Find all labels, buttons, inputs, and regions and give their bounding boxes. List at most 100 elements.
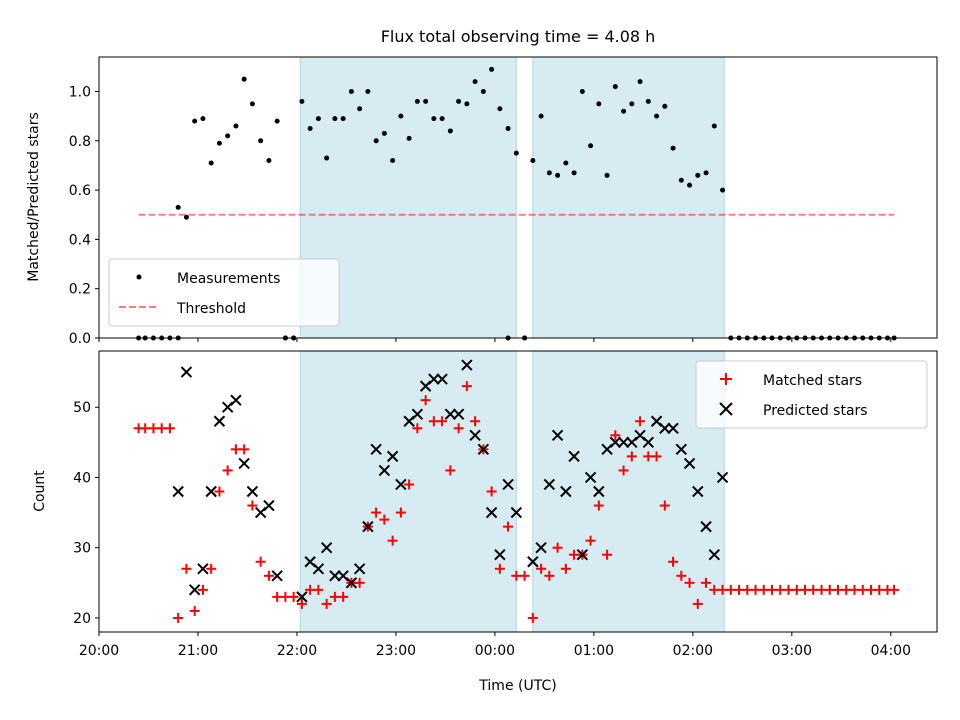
x-tick-label: 21:00 [178,643,218,659]
matched-star-point [263,570,274,581]
predicted-star-point [560,485,572,498]
measurement-point [348,89,354,95]
bottom-plot-frame [98,350,938,633]
x-tick-label: 20:00 [79,643,119,659]
measurement-point [612,84,618,90]
predicted-star-point [444,408,457,420]
measurement-point [579,89,585,95]
matched-star-point [692,598,703,609]
measurement-point [249,101,255,107]
y-tick-label: 20 [73,611,91,627]
measurement-point [423,98,429,104]
bottom-y-label: Count [32,470,48,512]
y-tick-label: 1.0 [69,85,91,101]
measurement-point [208,160,214,166]
shaded-span-2 [532,56,725,339]
chart-title: Flux total observing time = 4.08 h [381,27,656,46]
y-tick-label: 40 [73,470,91,486]
shaded-span-1 [299,350,517,633]
predicted-star-point [708,549,721,561]
matched-star-point [338,591,349,602]
predicted-star-point [716,471,729,484]
predicted-star-point [353,563,366,575]
predicted-star-point [263,499,275,512]
predicted-star-point [576,549,589,561]
x-tick-label: 04:00 [871,643,911,659]
matched-star-point [255,556,266,567]
matched-star-point [626,451,637,462]
measurement-point [299,98,305,104]
predicted-star-point [436,373,448,385]
top-shaded-spans [299,56,725,339]
matched-star-point [181,563,192,574]
top-plot-frame [98,56,938,339]
matched-star-point [189,605,200,616]
y-tick-label: 0.0 [69,331,91,347]
legend-predicted-label: Predicted stars [763,403,868,419]
predicted-star-point [568,450,580,463]
x-tick-label: 23:00 [376,643,416,659]
measurement-point [340,116,346,122]
predicted-star-point [345,577,358,589]
y-tick-label: 0.2 [69,282,91,298]
measurement-point [390,158,396,164]
y-tick-label: 0.4 [69,232,91,248]
predicted-star-point [461,359,473,371]
measurement-point [200,116,206,122]
matched-star-point [387,535,398,546]
y-tick-label: 0.6 [69,183,91,199]
predicted-star-point [180,366,193,378]
measurement-point [505,125,511,131]
predicted-star-point [593,485,605,498]
predicted-star-point [296,591,308,603]
x-tick-label: 01:00 [574,643,614,659]
y-tick-label: 30 [73,541,91,557]
measurement-point [225,133,231,139]
measurement-point [241,76,247,82]
top-y-axis: 0.0 0.2 0.4 0.6 0.8 1.0 [69,85,99,347]
measurement-point [431,116,437,122]
matched-star-point [197,584,208,595]
measurement-point [604,172,610,178]
measurement-point [629,101,635,107]
matched-star-point [313,584,324,595]
legend-matched-label: Matched stars [763,373,862,389]
matched-star-point [560,563,571,574]
measurement-point [596,101,602,107]
measurement-point [711,123,717,129]
measurement-point [563,160,569,166]
predicted-star-point [428,373,440,385]
matched-star-point [602,549,613,560]
matched-star-point [659,500,670,511]
measurement-point [216,140,222,146]
bottom-x-axis: 20:00 21:00 22:00 23:00 00:00 01:00 02:00 03:00… [79,632,911,659]
measurement-points [136,66,897,341]
matched-star-point [503,521,514,532]
predicted-star-point [609,436,622,449]
measurement-point [315,116,321,122]
predicted-star-point [246,485,259,498]
predicted-star-point [469,429,481,442]
predicted-star-point [452,408,465,420]
measurement-point [555,172,561,178]
predicted-star-point [238,457,250,470]
predicted-star-point [172,485,184,498]
measurement-point [258,138,264,144]
measurement-point [414,98,420,104]
measurement-point [480,89,486,95]
predicted-star-point [494,549,506,561]
matched-star-point [164,423,175,434]
y-tick-label: 50 [73,400,91,416]
bottom-panel: 20 30 40 50 20:00 21:00 22:00 23:00 00:00 01:00 0… [32,350,938,694]
measurement-point [530,158,536,164]
measurement-point [654,113,660,119]
predicted-star-point [213,415,226,427]
x-tick-label: 00:00 [475,643,515,659]
measurement-point [645,98,651,104]
measurement-point [662,103,668,109]
matched-star-point [486,486,497,497]
matched-star-point [437,416,448,427]
measurement-point [513,150,519,156]
matched-star-point [173,612,184,623]
